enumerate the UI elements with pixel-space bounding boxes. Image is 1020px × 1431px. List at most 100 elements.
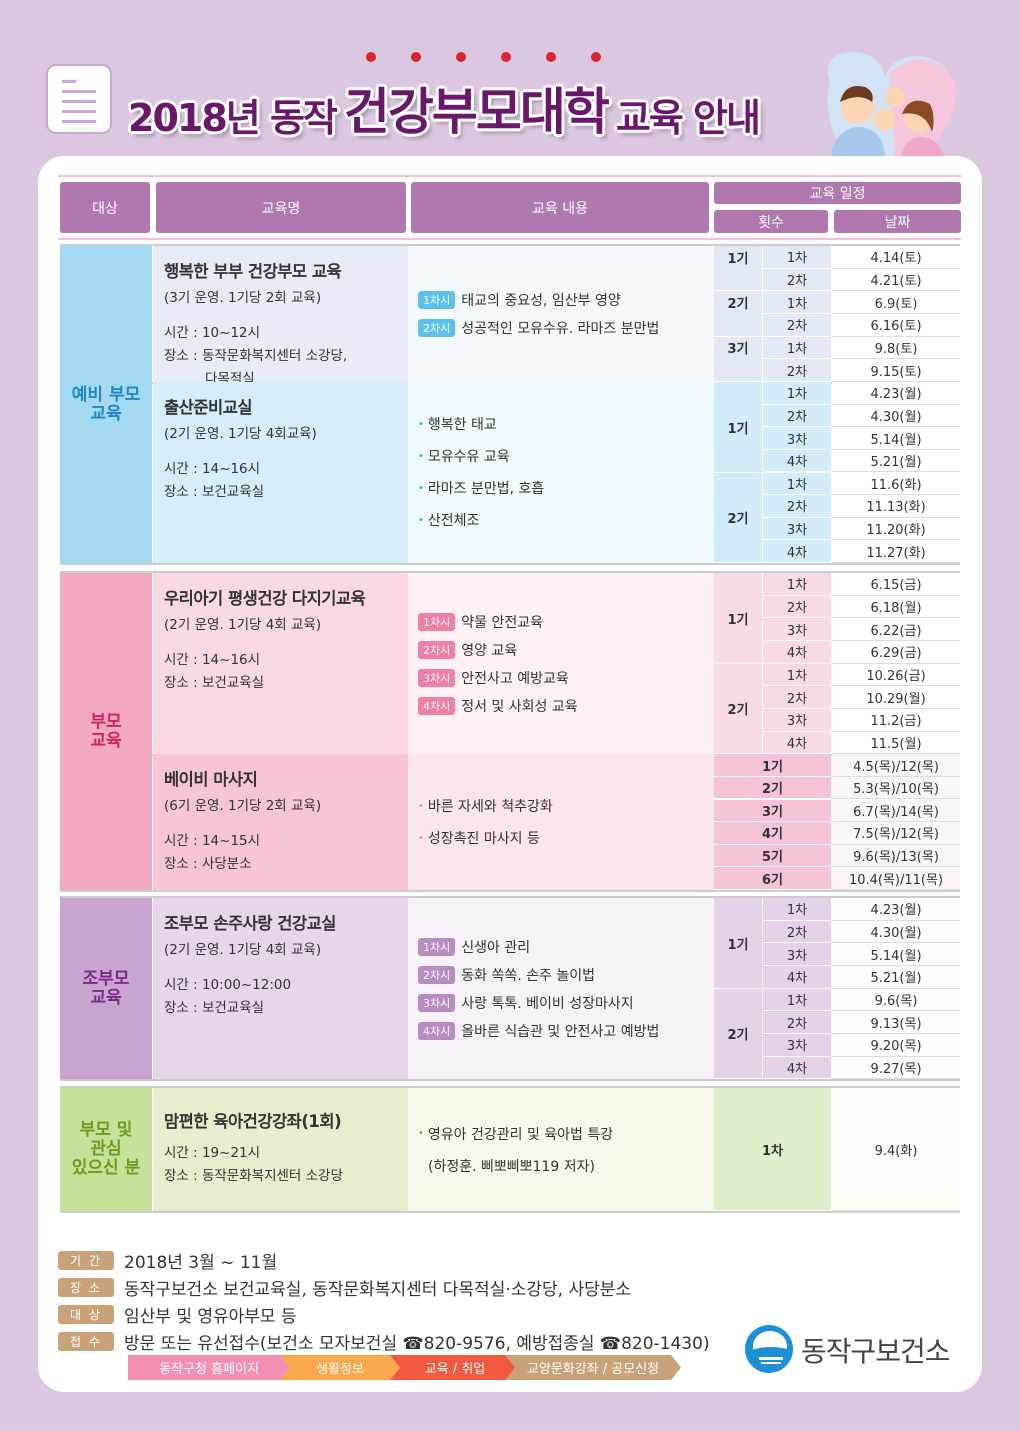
nav-link-2[interactable]: 교육 / 취업 bbox=[390, 1355, 520, 1380]
title-highlight: 건강부모대학 bbox=[343, 83, 610, 141]
term-cell: 4기 bbox=[714, 822, 831, 845]
bullet-icon: • bbox=[418, 450, 424, 462]
info-label: 접수 bbox=[58, 1332, 114, 1351]
spacer bbox=[164, 958, 408, 970]
divider bbox=[58, 238, 961, 240]
program-place: 장소 : 보건교육실 bbox=[164, 1000, 265, 1016]
term-cell: 2기 bbox=[714, 291, 762, 314]
program-name-cell: 우리아기 평생건강 다지기교육 (2기 운영. 1기당 4회 교육) 시간 : 14… bbox=[153, 573, 408, 755]
info-row: 접수 방문 또는 유선접수(보건소 모자보건실 ☎820-9576, 예방접종실 … bbox=[58, 1329, 710, 1354]
term-cell: 1기 bbox=[714, 754, 831, 777]
program-time: 시간 : 19~21시 bbox=[164, 1145, 261, 1161]
date-cell: 10.26(금) bbox=[832, 663, 960, 687]
date-cell: 9.8(토) bbox=[832, 336, 960, 360]
bullet-icon: • bbox=[418, 418, 424, 430]
program-title: 맘편한 육아건강강좌(1회) bbox=[164, 1112, 342, 1131]
session-badge: 4차시 bbox=[418, 696, 456, 715]
content-item: • 성장촉진 마사지 등 bbox=[418, 828, 714, 848]
row-divider bbox=[60, 571, 960, 573]
program-title: 우리아기 평생건강 다지기교육 bbox=[164, 589, 366, 608]
row-divider bbox=[60, 244, 960, 246]
program-name-cell: 행복한 부부 건강부모 교육 (3기 운영. 1기당 2회 교육) 시간 : 10~… bbox=[153, 246, 408, 387]
date-cell: 6.18(월) bbox=[832, 595, 960, 619]
program-title: 베이비 마사지 bbox=[164, 770, 258, 790]
program-subtitle: (6기 운영. 1기당 2회 교육) bbox=[164, 798, 322, 815]
session-cell: 2차 bbox=[763, 920, 831, 944]
session-cell: 1차 bbox=[763, 336, 831, 360]
bullet-icon: • bbox=[418, 832, 424, 844]
content-item: 1차시 태교의 중요성, 임산부 영양 bbox=[418, 290, 714, 310]
session-cell: 1차 bbox=[763, 472, 831, 496]
nav-link-3[interactable]: 교양문화강좌 / 공모신청 bbox=[505, 1355, 681, 1380]
row-divider bbox=[60, 1211, 960, 1213]
session-badge: 1차시 bbox=[418, 290, 456, 309]
info-row: 기간 2018년 3월 ~ 11월 bbox=[58, 1248, 277, 1273]
content-item: • 라마즈 분만법, 호흡 bbox=[418, 478, 714, 498]
nav-link-0[interactable]: 동작구청 홈페이지 bbox=[128, 1355, 290, 1380]
row-divider bbox=[60, 890, 960, 893]
program-time: 시간 : 10:00~12:00 bbox=[164, 977, 292, 993]
row-divider bbox=[60, 563, 960, 566]
term-cell: 1차 bbox=[714, 1088, 831, 1211]
date-cell: 9.6(목)/13(목) bbox=[832, 844, 960, 868]
term-cell: 1기 bbox=[714, 381, 762, 473]
date-cell: 11.20(화) bbox=[832, 517, 960, 541]
date-cell: 5.14(월) bbox=[832, 427, 960, 450]
divider bbox=[762, 246, 763, 382]
document-icon bbox=[48, 66, 110, 132]
session-cell: 4차 bbox=[763, 1056, 831, 1080]
program-subtitle: (2기 운영. 1기당 4회 교육) bbox=[164, 617, 322, 633]
info-label: 기간 bbox=[58, 1251, 114, 1270]
spacer bbox=[164, 442, 408, 454]
program-content-cell: 1차시 태교의 중요성, 임산부 영양 2차시 성공적인 모유수유. 라마즈 분만법 bbox=[408, 246, 714, 382]
term-cell-fill bbox=[714, 268, 762, 292]
info-label: 대상 bbox=[58, 1305, 114, 1324]
bullet-icon: • bbox=[418, 800, 424, 812]
date-cell: 4.23(월) bbox=[832, 898, 960, 921]
program-title: 출산준비교실 bbox=[164, 397, 253, 417]
program-content-cell: 1차시 신생아 관리 2차시 동화 쏙쏙. 손주 놀이법 3차시 사랑 톡톡. 베이비 성… bbox=[408, 898, 714, 1080]
date-cell: 9.13(목) bbox=[832, 1011, 960, 1034]
program-time: 시간 : 10~12시 bbox=[164, 325, 261, 341]
date-cell: 6.9(토) bbox=[832, 291, 960, 314]
decor-dot bbox=[411, 52, 421, 62]
session-cell: 4차 bbox=[763, 449, 831, 473]
session-cell: 1차 bbox=[763, 381, 831, 405]
date-cell: 9.4(화) bbox=[832, 1088, 960, 1211]
content-text: 올바른 식습관 및 안전사고 예방법 bbox=[461, 1023, 660, 1040]
content-item: • 산전체조 bbox=[418, 510, 714, 530]
term-cell: 2기 bbox=[714, 776, 831, 800]
session-cell: 2차 bbox=[763, 686, 831, 709]
program-name-cell: 맘편한 육아건강강좌(1회) 시간 : 19~21시 장소 : 동작문화복지센터 소… bbox=[153, 1088, 408, 1211]
date-cell: 4.30(월) bbox=[832, 920, 960, 944]
info-row: 장소 동작구보건소 보건교육실, 동작문화복지센터 다목적실·소강당, 사당분소 bbox=[58, 1275, 631, 1300]
program-subtitle: (2기 운영. 1기당 4회교육) bbox=[164, 425, 317, 442]
date-cell: 11.13(화) bbox=[832, 495, 960, 518]
content-item: • 바른 자세와 척추강화 bbox=[418, 796, 714, 816]
program-name-cell: 출산준비교실 (2기 운영. 1기당 4회교육) 시간 : 14~16시 장소 : 보… bbox=[153, 381, 408, 564]
content-text: 행복한 태교 bbox=[427, 417, 497, 434]
content-item: 2차시 동화 쏙쏙. 손주 놀이법 bbox=[418, 965, 714, 985]
session-badge: 2차시 bbox=[418, 640, 456, 659]
content-item: 1차시 약물 안전교육 bbox=[418, 612, 714, 632]
header-target: 대상 bbox=[60, 182, 150, 233]
program-time: 시간 : 14~15시 bbox=[164, 833, 261, 850]
session-badge: 3차시 bbox=[418, 993, 456, 1012]
bullet-icon: • bbox=[418, 514, 424, 526]
title-part: 2018년 동작 bbox=[128, 96, 338, 140]
program-place: 장소 : 동작문화복지센터 소강당, bbox=[164, 348, 348, 364]
term-cell: 1기 bbox=[714, 246, 762, 269]
session-cell: 2차 bbox=[763, 404, 831, 428]
session-cell: 4차 bbox=[763, 731, 831, 755]
session-cell: 2차 bbox=[763, 1011, 831, 1034]
date-cell: 9.15(토) bbox=[832, 359, 960, 382]
program-subtitle: (2기 운영. 1기당 4회 교육) bbox=[164, 942, 322, 958]
nav-link-1[interactable]: 생활정보 bbox=[280, 1355, 400, 1380]
session-badge: 1차시 bbox=[418, 937, 456, 956]
session-cell: 3차 bbox=[763, 1033, 831, 1057]
spacer bbox=[164, 1132, 408, 1138]
content-item: • 모유수유 교육 bbox=[418, 446, 714, 466]
date-cell: 9.27(목) bbox=[832, 1056, 960, 1080]
content-item: 4차시 정서 및 사회성 교육 bbox=[418, 696, 714, 716]
session-cell: 1차 bbox=[763, 663, 831, 687]
